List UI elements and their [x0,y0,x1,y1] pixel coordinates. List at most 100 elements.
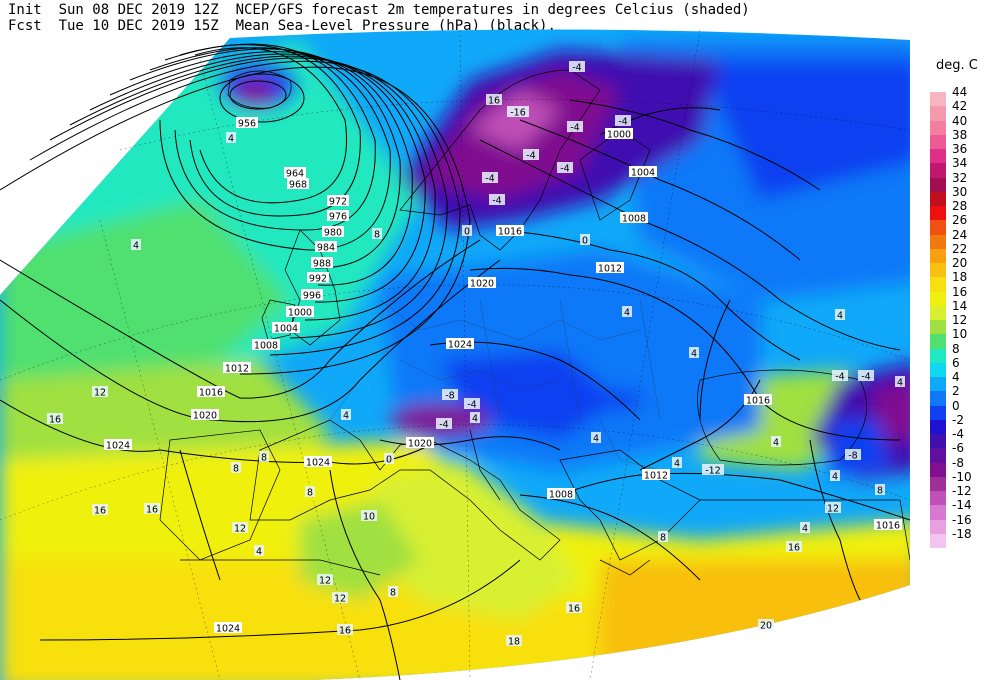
legend-item: 22 [930,242,990,263]
legend-swatch [930,191,946,206]
svg-text:-8: -8 [848,451,857,462]
legend-label: -4 [952,427,964,441]
svg-text:1012: 1012 [225,364,249,375]
isobar-label: 1004 [272,322,300,335]
legend-swatch [930,177,946,192]
legend-swatch [930,405,946,420]
temperature-label: 4 [800,522,810,535]
svg-text:996: 996 [303,291,321,302]
legend-swatch [930,334,946,349]
legend-label: 18 [952,270,968,285]
svg-text:-4: -4 [439,420,448,431]
svg-text:0: 0 [386,455,392,466]
temperature-label: 16 [47,413,63,426]
svg-text:20: 20 [760,621,772,632]
temperature-label: 12 [92,386,108,399]
isobar-label: 956 [236,117,258,130]
svg-text:988: 988 [313,259,331,270]
legend-swatch [930,120,946,135]
isobar-labels: 9569649689729769809849889929961000100410… [104,117,902,635]
temperature-label: 16 [337,624,353,637]
temperature-label: -12 [702,464,724,477]
legend-label: 0 [952,398,960,413]
legend-label: 44 [952,85,968,99]
legend-label: 24 [952,227,968,242]
legend-swatch [930,92,946,107]
svg-text:-4: -4 [618,117,627,128]
svg-text:4: 4 [256,547,262,558]
temperature-label: -4 [858,370,874,383]
svg-text:16: 16 [49,415,61,426]
isobar-label: 1000 [605,128,633,141]
svg-text:992: 992 [309,274,327,285]
svg-text:4: 4 [593,434,599,445]
temperature-label: 4 [254,545,264,558]
temperature-label: -4 [557,162,573,175]
svg-text:16: 16 [146,505,158,516]
svg-text:12: 12 [334,594,346,605]
svg-text:4: 4 [228,134,234,145]
legend-item: 28 [930,199,990,221]
temperature-label: 12 [332,592,348,605]
legend-swatch [930,519,946,534]
temperature-legend: 44 42 40 38 36 34 32 30 28 26 24 22 20 18 16 14 12 10 8 6 4 2… [930,85,990,548]
isobar-label: 1012 [596,262,624,275]
svg-text:8: 8 [233,464,239,475]
temperature-label: -4 [489,194,505,207]
svg-text:16: 16 [488,96,500,107]
temperature-label: -8 [442,389,458,402]
svg-text:8: 8 [877,486,883,497]
temperature-label: 8 [658,531,668,544]
legend-label: -14 [952,498,972,513]
svg-text:1008: 1008 [622,214,646,225]
temperature-label: -4 [482,172,498,185]
temperature-label: 4 [895,376,905,389]
legend-item: 24 [930,228,990,249]
svg-text:4: 4 [773,438,779,449]
isobar-label: 1016 [744,394,772,407]
legend-label: 42 [952,99,968,114]
legend-swatch [930,491,946,506]
temperature-label: -4 [523,149,539,162]
svg-text:12: 12 [234,524,246,535]
temperature-label: 4 [131,239,141,252]
legend-label: 12 [952,313,968,327]
temperature-label: 4 [226,132,236,145]
legend-label: 2 [952,384,960,399]
country-borders [329,299,661,471]
forecast-init-line: Init Sun 08 DEC 2019 12Z NCEP/GFS foreca… [8,2,750,18]
svg-text:-4: -4 [570,123,579,134]
svg-text:8: 8 [390,588,396,599]
svg-text:12: 12 [319,576,331,587]
legend-item: 26 [930,213,990,235]
legend-label: -8 [952,455,964,470]
legend-item: -8 [930,456,990,477]
svg-text:1020: 1020 [408,439,432,450]
isobar-label: 972 [327,195,349,208]
legend-swatch [930,391,946,406]
legend-swatch [930,263,946,278]
legend-item: 0 [930,399,990,420]
svg-text:16: 16 [339,626,351,637]
svg-text:956: 956 [238,119,256,130]
legend-item: 6 [930,356,990,377]
legend-label: 30 [952,184,968,199]
isobar-label: 1016 [496,225,524,238]
temperature-label: 12 [232,522,248,535]
isobar-label: 1004 [629,166,657,179]
legend-item: 10 [930,327,990,349]
isobar-label: 992 [307,272,329,285]
legend-swatch [930,234,946,249]
legend-swatch [930,320,946,335]
svg-text:1024: 1024 [306,458,330,469]
isobar-label: 1024 [446,338,474,351]
legend-label: 26 [952,213,968,228]
temperature-label: -4 [569,61,585,74]
temperature-label: 16 [566,602,582,615]
temperature-label: 4 [830,470,840,483]
svg-text:4: 4 [691,349,697,360]
isobar-label: 1020 [191,409,219,422]
svg-text:10: 10 [363,512,375,523]
legend-label: 34 [952,156,968,171]
isobar-label: 968 [287,178,309,191]
